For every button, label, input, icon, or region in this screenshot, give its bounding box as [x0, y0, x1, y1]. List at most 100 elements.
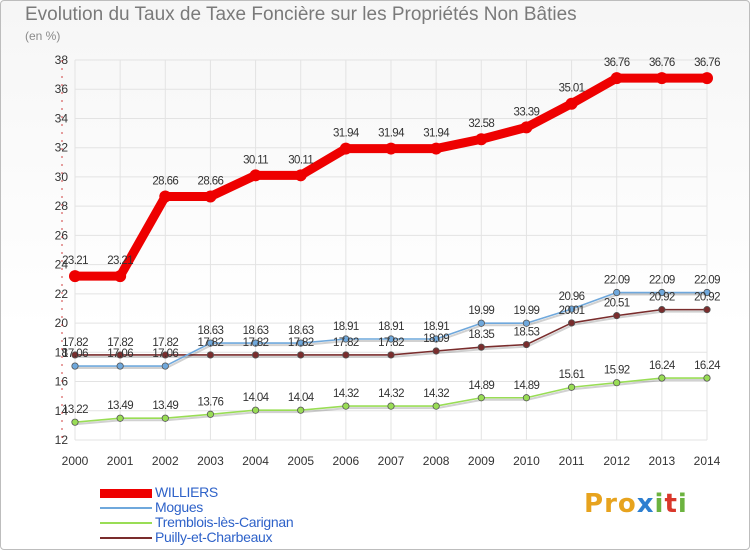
data-label: 23.21: [107, 255, 133, 267]
x-tick-label: 2010: [513, 454, 540, 468]
data-label: 17.06: [62, 348, 88, 360]
proxiti-logo: Proxiti: [584, 489, 688, 519]
y-tick-label: 24: [55, 258, 69, 272]
data-point: [658, 374, 666, 382]
data-label: 15.61: [559, 369, 585, 381]
y-tick-label: 12: [55, 433, 69, 447]
data-point: [339, 142, 352, 155]
data-label: 20.96: [559, 291, 585, 303]
data-label: 23.21: [62, 255, 88, 267]
data-label: 14.89: [468, 380, 494, 392]
data-point: [655, 72, 668, 85]
data-label: 28.66: [198, 176, 224, 188]
data-point: [69, 270, 81, 283]
data-point: [701, 72, 713, 85]
data-point: [161, 351, 169, 359]
data-label: 22.09: [694, 275, 720, 287]
data-label: 17.82: [107, 337, 133, 349]
y-tick-label: 28: [55, 199, 69, 213]
data-label: 18.53: [514, 327, 540, 339]
data-point: [385, 142, 397, 155]
data-label: 18.63: [198, 325, 224, 337]
data-point: [613, 288, 621, 297]
legend-label: WILLIERS: [155, 484, 218, 500]
legend-label: Mogues: [155, 499, 204, 515]
data-point: [475, 133, 488, 146]
data-label: 17.06: [152, 348, 178, 360]
x-tick-label: 2002: [152, 454, 179, 468]
x-tick-label: 2003: [197, 454, 224, 468]
data-label: 31.94: [378, 128, 405, 140]
data-point: [249, 169, 262, 182]
y-tick-label: 20: [55, 316, 69, 330]
data-point: [477, 343, 485, 351]
data-point: [342, 335, 350, 343]
y-tick-label: 34: [55, 111, 69, 125]
data-label: 16.24: [694, 360, 721, 372]
data-point: [387, 351, 395, 359]
data-point: [658, 288, 666, 297]
data-label: 16.24: [649, 360, 676, 372]
legend-swatch: [100, 537, 152, 539]
x-tick-label: 2014: [694, 454, 721, 468]
data-point: [251, 339, 260, 347]
x-tick-label: 2011: [559, 454, 585, 468]
data-point: [522, 319, 531, 327]
data-point: [477, 394, 485, 402]
data-label: 20.51: [604, 298, 630, 310]
data-point: [565, 97, 578, 110]
data-point: [297, 339, 305, 347]
data-label: 13.49: [107, 400, 133, 412]
x-tick-label: 2008: [423, 454, 450, 468]
data-point: [522, 340, 531, 349]
legend-label: Tremblois-lès-Carignan: [155, 514, 294, 530]
y-tick-label: 16: [55, 375, 69, 389]
data-label: 14.32: [423, 388, 449, 400]
data-point: [430, 142, 443, 155]
data-label: 13.22: [62, 404, 88, 416]
x-tick-label: 2012: [603, 454, 630, 468]
data-point: [613, 379, 621, 387]
data-point: [658, 306, 666, 314]
data-label: 13.49: [152, 400, 178, 412]
data-point: [206, 410, 215, 418]
data-label: 36.76: [694, 57, 720, 69]
data-point: [703, 306, 711, 314]
data-point: [206, 351, 215, 359]
data-label: 31.94: [333, 128, 360, 140]
data-point: [613, 312, 621, 320]
data-label: 17.82: [288, 337, 314, 349]
y-tick-label: 36: [55, 82, 69, 96]
data-label: 22.09: [604, 275, 630, 287]
data-label: 13.76: [198, 396, 224, 408]
data-point: [251, 406, 260, 414]
data-point: [477, 319, 485, 327]
data-label: 20.92: [694, 292, 720, 304]
y-tick-label: 32: [55, 141, 69, 155]
data-point: [206, 339, 215, 347]
x-tick-label: 2009: [468, 454, 495, 468]
data-point: [161, 414, 169, 422]
data-point: [387, 335, 395, 343]
data-label: 17.82: [198, 337, 224, 349]
data-label: 14.04: [243, 392, 270, 404]
data-label: 18.63: [243, 325, 269, 337]
chart-title: Evolution du Taux de Taxe Foncière sur l…: [25, 4, 577, 25]
data-label: 18.91: [378, 321, 404, 333]
x-tick-label: 2005: [287, 454, 314, 468]
x-tick-label: 2004: [242, 454, 269, 468]
data-label: 30.11: [288, 154, 313, 166]
data-point: [251, 351, 260, 359]
data-label: 15.92: [604, 365, 630, 377]
data-point: [342, 402, 350, 410]
data-label: 19.99: [514, 305, 540, 317]
data-label: 17.06: [107, 348, 133, 360]
data-label: 18.91: [333, 321, 359, 333]
data-label: 18.91: [423, 321, 449, 333]
y-tick-label: 22: [55, 287, 69, 301]
y-tick-label: 30: [55, 170, 69, 184]
data-point: [71, 362, 79, 370]
data-point: [567, 319, 576, 327]
data-label: 14.32: [333, 388, 359, 400]
